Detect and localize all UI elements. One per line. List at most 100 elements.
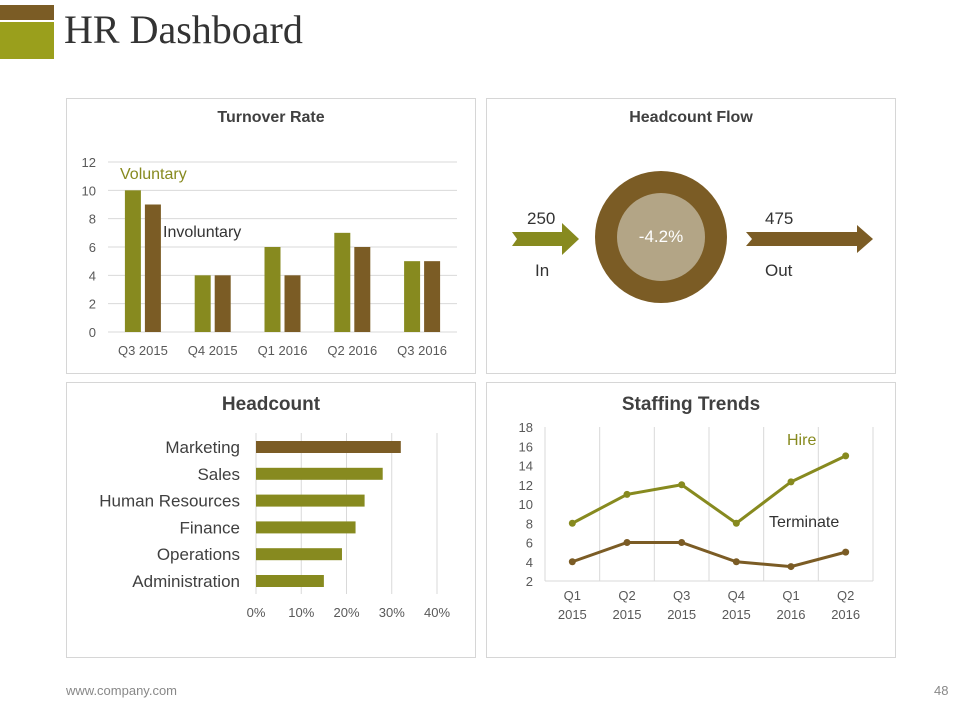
y-tick-label: 2 bbox=[526, 574, 533, 589]
x-tick-label: 2016 bbox=[831, 607, 860, 622]
bar-voluntary bbox=[194, 275, 211, 332]
x-tick-label: Q2 2016 bbox=[327, 343, 377, 358]
point-hire bbox=[787, 478, 795, 486]
category-label: Sales bbox=[197, 465, 240, 484]
bar-involuntary bbox=[144, 204, 161, 332]
x-tick-label: Q1 bbox=[564, 588, 581, 603]
x-tick-label: Q3 2015 bbox=[118, 343, 168, 358]
out-value: 475 bbox=[765, 209, 794, 228]
point-terminate bbox=[623, 539, 631, 546]
x-tick-label: 40% bbox=[424, 605, 450, 620]
point-terminate bbox=[732, 558, 740, 566]
point-hire bbox=[568, 519, 576, 527]
y-tick-label: 18 bbox=[519, 420, 533, 435]
point-hire bbox=[678, 481, 686, 489]
x-tick-label: Q1 2016 bbox=[258, 343, 308, 358]
legend-voluntary: Voluntary bbox=[120, 166, 187, 183]
point-terminate bbox=[787, 563, 795, 571]
point-hire bbox=[842, 452, 850, 460]
x-tick-label: 2015 bbox=[722, 607, 751, 622]
bar-voluntary bbox=[334, 232, 351, 332]
in-arrow-icon bbox=[512, 223, 579, 255]
bar-involuntary bbox=[424, 261, 441, 332]
point-terminate bbox=[842, 548, 850, 556]
x-tick-label: Q1 bbox=[782, 588, 799, 603]
y-tick-label: 16 bbox=[519, 439, 533, 454]
category-label: Operations bbox=[157, 545, 240, 564]
change-value: -4.2% bbox=[638, 227, 684, 246]
x-tick-label: Q2 bbox=[618, 588, 635, 603]
headcount-title: Headcount bbox=[221, 394, 321, 415]
y-tick-label: 6 bbox=[526, 536, 533, 551]
x-tick-label: 2016 bbox=[777, 607, 806, 622]
in-value: 250 bbox=[527, 209, 556, 228]
bar bbox=[256, 467, 383, 480]
category-label: Marketing bbox=[165, 438, 240, 457]
out-label: Out bbox=[765, 261, 793, 280]
out-arrow-icon bbox=[746, 225, 873, 253]
x-tick-label: Q3 2016 bbox=[397, 343, 447, 358]
category-label: Human Resources bbox=[99, 492, 240, 511]
category-label: Administration bbox=[132, 572, 240, 591]
footer-url[interactable]: www.company.com bbox=[66, 683, 178, 698]
bar-involuntary bbox=[354, 247, 371, 332]
x-tick-label: 2015 bbox=[667, 607, 696, 622]
bar bbox=[256, 575, 324, 587]
bar-involuntary bbox=[214, 275, 231, 332]
flow-graphic bbox=[512, 171, 873, 303]
x-tick-label: 30% bbox=[379, 605, 405, 620]
x-tick-label: 10% bbox=[288, 605, 314, 620]
bar-voluntary bbox=[124, 190, 141, 332]
y-tick-label: 14 bbox=[519, 459, 533, 474]
line-terminate bbox=[571, 541, 847, 569]
y-tick-label: 8 bbox=[89, 212, 96, 227]
turnover-title: Turnover Rate bbox=[217, 109, 325, 126]
y-tick-label: 2 bbox=[89, 297, 96, 312]
bar bbox=[256, 441, 401, 453]
legend-involuntary: Involuntary bbox=[163, 224, 241, 241]
staffing-title: Staffing Trends bbox=[621, 394, 761, 415]
headcount-flow-panel: Headcount Flow 250 In -4.2% 475 Out bbox=[486, 98, 896, 374]
x-tick-label: Q2 bbox=[837, 588, 854, 603]
headcount-flow-title: Headcount Flow bbox=[629, 109, 753, 126]
point-terminate bbox=[568, 558, 576, 566]
bar-voluntary bbox=[264, 247, 281, 332]
x-tick-label: Q4 2015 bbox=[188, 343, 238, 358]
in-label: In bbox=[535, 261, 550, 280]
line-hire bbox=[571, 454, 847, 526]
bar-involuntary bbox=[284, 275, 301, 332]
page-title: HR Dashboard bbox=[64, 7, 303, 52]
headcount-panel: Headcount bbox=[66, 382, 476, 658]
point-terminate bbox=[678, 539, 686, 546]
x-tick-label: 2015 bbox=[613, 607, 642, 622]
category-label: Finance bbox=[180, 518, 240, 537]
x-tick-label: Q3 bbox=[673, 588, 690, 603]
x-tick-label: 0% bbox=[247, 605, 266, 620]
legend-hire: Hire bbox=[787, 432, 816, 449]
y-tick-label: 10 bbox=[519, 497, 533, 512]
x-tick-label: Q4 bbox=[728, 588, 745, 603]
point-hire bbox=[623, 490, 631, 498]
y-tick-label: 12 bbox=[82, 155, 96, 170]
y-tick-label: 8 bbox=[526, 516, 533, 531]
logo-bar-top bbox=[0, 5, 54, 20]
legend-terminate: Terminate bbox=[769, 514, 839, 531]
page-number: 48 bbox=[934, 683, 949, 698]
y-tick-label: 4 bbox=[526, 555, 533, 570]
point-hire bbox=[732, 519, 740, 527]
x-tick-label: 20% bbox=[333, 605, 359, 620]
bar-voluntary bbox=[404, 261, 421, 332]
y-tick-label: 12 bbox=[519, 478, 533, 493]
bar bbox=[256, 521, 356, 534]
y-tick-label: 10 bbox=[82, 183, 96, 198]
y-tick-label: 6 bbox=[89, 240, 96, 255]
x-tick-label: 2015 bbox=[558, 607, 587, 622]
y-tick-label: 4 bbox=[89, 268, 96, 283]
bar bbox=[256, 548, 342, 561]
logo-bar-bottom bbox=[0, 22, 54, 59]
bar bbox=[256, 494, 365, 507]
y-tick-label: 0 bbox=[89, 325, 96, 340]
staffing-trends-panel: Staffing Trends bbox=[486, 382, 896, 658]
flow-circle-inner bbox=[617, 193, 705, 281]
